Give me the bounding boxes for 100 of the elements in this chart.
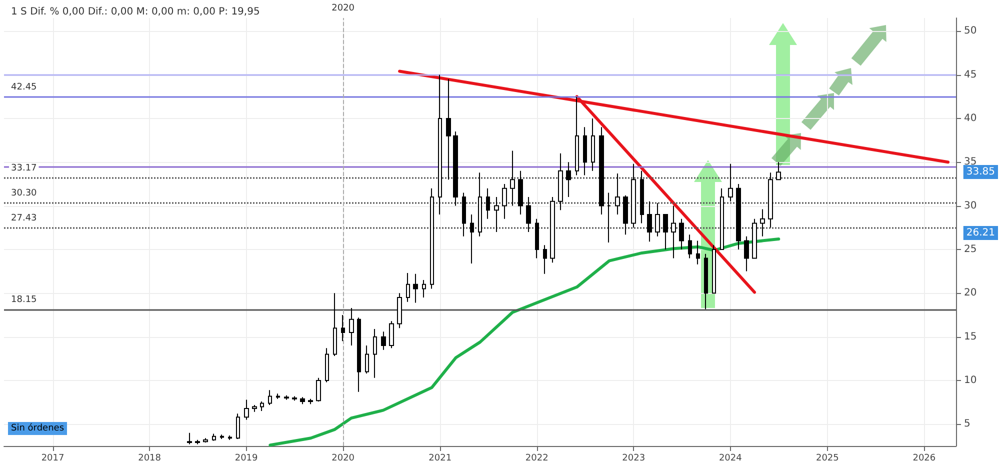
candlestick <box>284 394 289 400</box>
y-tick-label: 25 <box>964 244 977 255</box>
candlestick <box>357 317 361 392</box>
candlestick <box>446 78 451 180</box>
candlestick <box>276 393 280 400</box>
ref-line-label: 42.45 <box>11 82 37 93</box>
candlestick <box>252 404 257 412</box>
candlestick <box>478 172 482 237</box>
y-tick-label: 5 <box>964 418 970 430</box>
candlestick <box>631 163 636 228</box>
candlestick <box>187 432 192 445</box>
candlestick <box>373 328 377 378</box>
ref-line-label: 18.15 <box>11 294 37 305</box>
candlestick <box>365 345 369 374</box>
ref-line-label: 2020 <box>332 4 355 14</box>
candlestick <box>688 234 692 259</box>
candlestick <box>679 218 684 250</box>
candlestick <box>736 183 741 250</box>
candlestick <box>591 118 595 172</box>
candlestick <box>453 131 458 206</box>
candlestick <box>406 272 410 302</box>
candlestick <box>244 399 249 420</box>
candlestick <box>430 188 434 290</box>
candlestick <box>607 192 611 243</box>
text: 26.21 <box>966 228 996 238</box>
ref-line-label: 27.43 <box>11 214 37 224</box>
annotation: Sin órdenes <box>11 422 64 434</box>
y-tick-label: 10 <box>964 374 977 386</box>
y-tick-label: 45 <box>964 69 977 80</box>
candlestick <box>583 126 587 176</box>
candlestick <box>728 163 733 202</box>
candlestick <box>381 331 386 350</box>
candlestick <box>647 200 652 242</box>
candlestick <box>268 390 272 406</box>
candlestick <box>397 292 402 329</box>
y-tick-label: 40 <box>964 112 977 124</box>
y-tick-label: 50 <box>964 26 977 37</box>
candlestick <box>228 435 232 440</box>
candlestick <box>510 150 515 206</box>
candlestick <box>526 196 531 232</box>
candlestick <box>316 377 321 402</box>
candlestick <box>494 196 499 232</box>
candlestick <box>615 172 620 216</box>
x-tick-label: 2020 <box>332 454 355 463</box>
candlestick <box>720 188 724 250</box>
candlestick <box>413 273 418 304</box>
candlestick <box>776 162 781 180</box>
x-tick-label: 2019 <box>234 454 258 463</box>
candlestick <box>744 236 749 272</box>
candlestick <box>470 214 474 264</box>
candlestick <box>308 398 313 405</box>
x-tick-label: 2021 <box>428 454 452 463</box>
candlestick <box>663 214 668 250</box>
line-series <box>268 237 780 447</box>
candlestick <box>325 348 329 383</box>
candlestick <box>575 96 579 176</box>
candlestick <box>550 196 555 264</box>
candlestick <box>300 396 305 405</box>
candlestick <box>502 183 507 220</box>
y-tick-label: 20 <box>964 288 977 299</box>
candlestick <box>422 280 426 298</box>
candlestick <box>260 400 264 412</box>
y-tick-label: 30 <box>964 200 977 212</box>
candlestick <box>212 433 216 442</box>
candlestick <box>543 244 547 274</box>
candlestick <box>712 244 716 294</box>
candlestick <box>535 218 539 259</box>
text: 33.85 <box>966 166 996 178</box>
candlestick <box>558 152 563 211</box>
x-tick-label: 2017 <box>41 454 64 463</box>
candlestick <box>640 170 644 224</box>
candlestick <box>292 396 297 402</box>
candlestick <box>438 74 442 216</box>
candlestick <box>752 218 757 259</box>
candlestick <box>333 292 337 357</box>
candlestick <box>623 194 628 236</box>
x-tick-label: 2018 <box>138 454 162 463</box>
x-tick-label: 2024 <box>718 454 742 463</box>
x-tick-label: 2022 <box>525 454 548 463</box>
chart-title: 1 S Dif. % 0,00 Dif.: 0,00 M: 0,00 m: 0,00 P: 19,95 <box>11 6 260 18</box>
candlestick <box>203 438 208 444</box>
candlestick <box>566 162 571 198</box>
candlestick <box>671 205 676 259</box>
candlestick <box>341 314 345 342</box>
x-tick-label: 2026 <box>912 454 936 463</box>
candlestick <box>236 413 240 440</box>
x-tick-label: 2025 <box>816 454 839 463</box>
candlestick <box>486 188 490 220</box>
x-tick-label: 2023 <box>622 454 646 463</box>
candlestick <box>195 439 200 445</box>
candlestick <box>760 208 765 237</box>
candlestick <box>518 170 523 216</box>
ref-line-label: 30.30 <box>11 188 38 199</box>
y-tick-label: 35 <box>964 156 977 168</box>
candlestick <box>704 253 708 310</box>
candlestick <box>696 240 700 265</box>
ref-line-label: 33.17 <box>11 164 37 174</box>
candlestick <box>768 172 773 228</box>
candlestick <box>349 307 354 346</box>
candlestick <box>599 126 604 216</box>
